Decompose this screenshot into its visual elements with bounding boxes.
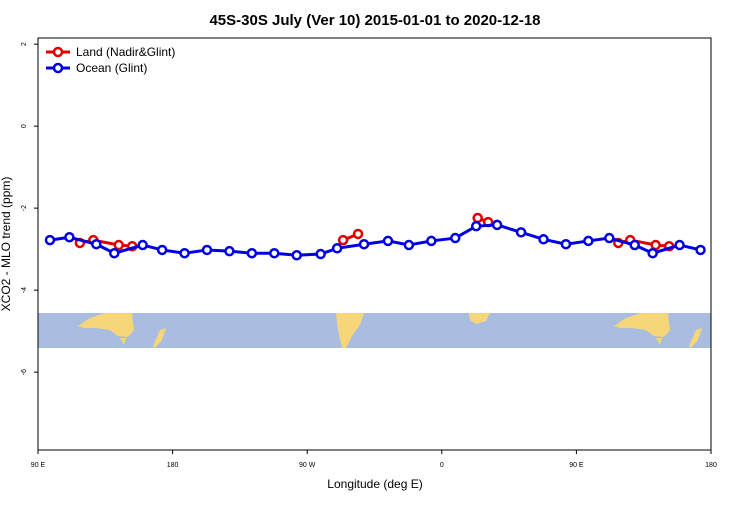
- point: [315, 248, 326, 260]
- point: [629, 239, 640, 251]
- point: [179, 247, 190, 259]
- y-tick-label: -2: [21, 205, 28, 211]
- point: [450, 232, 461, 244]
- land-shape: [689, 328, 702, 348]
- land-shape: [656, 338, 662, 345]
- point: [560, 238, 572, 250]
- x-tick-label: 180: [705, 462, 717, 469]
- point: [337, 234, 349, 246]
- point: [695, 244, 706, 256]
- point: [470, 220, 482, 232]
- legend-marker: [52, 46, 64, 58]
- point: [403, 239, 415, 251]
- point: [201, 244, 213, 256]
- point: [109, 247, 120, 259]
- point: [674, 239, 685, 251]
- map-strip: [38, 313, 711, 348]
- chart-title: 45S-30S July (Ver 10) 2015-01-01 to 2020…: [209, 12, 540, 29]
- legend-label: Ocean (Glint): [76, 61, 147, 75]
- plot-frame: [37, 37, 712, 451]
- x-axis-label: Longitude (deg E): [327, 477, 422, 491]
- point: [224, 245, 235, 257]
- point: [515, 227, 527, 238]
- x-tick-label: 90 E: [569, 462, 584, 469]
- land-shape: [153, 328, 166, 348]
- series-line: [49, 223, 701, 257]
- ocean-band: [38, 313, 711, 348]
- x-tick-label: 90 W: [299, 462, 316, 469]
- point: [491, 219, 503, 231]
- point: [604, 232, 615, 244]
- y-tick-label: 0: [21, 124, 28, 128]
- x-tick-label: 0: [440, 462, 444, 469]
- point: [291, 250, 302, 261]
- series-line: [79, 216, 670, 248]
- point: [472, 212, 483, 224]
- point: [331, 243, 343, 254]
- point: [156, 244, 168, 256]
- legend-label: Land (Nadir&Glint): [76, 45, 175, 59]
- point: [647, 247, 658, 259]
- land-shape: [336, 313, 364, 348]
- point: [137, 239, 148, 251]
- point: [583, 235, 594, 247]
- point: [352, 228, 364, 240]
- land-shape: [469, 313, 490, 324]
- point: [382, 235, 394, 247]
- land-shape: [614, 313, 670, 337]
- point: [64, 231, 75, 243]
- point: [113, 239, 125, 251]
- point: [358, 238, 370, 250]
- legend-marker: [52, 62, 64, 74]
- point: [426, 235, 437, 247]
- land-shape: [120, 338, 126, 345]
- point: [246, 247, 258, 259]
- point: [269, 247, 280, 259]
- point: [650, 239, 661, 251]
- y-axis-label: XCO2 - MLO trend (ppm): [0, 177, 13, 312]
- point: [44, 234, 56, 246]
- land-shape: [78, 313, 134, 337]
- point: [538, 234, 549, 245]
- y-tick-label: -4: [21, 287, 28, 293]
- point: [91, 238, 102, 250]
- x-tick-label: 90 E: [31, 462, 46, 469]
- y-tick-label: 2: [21, 42, 28, 46]
- x-tick-label: 180: [167, 462, 179, 469]
- y-tick-label: -6: [21, 369, 28, 375]
